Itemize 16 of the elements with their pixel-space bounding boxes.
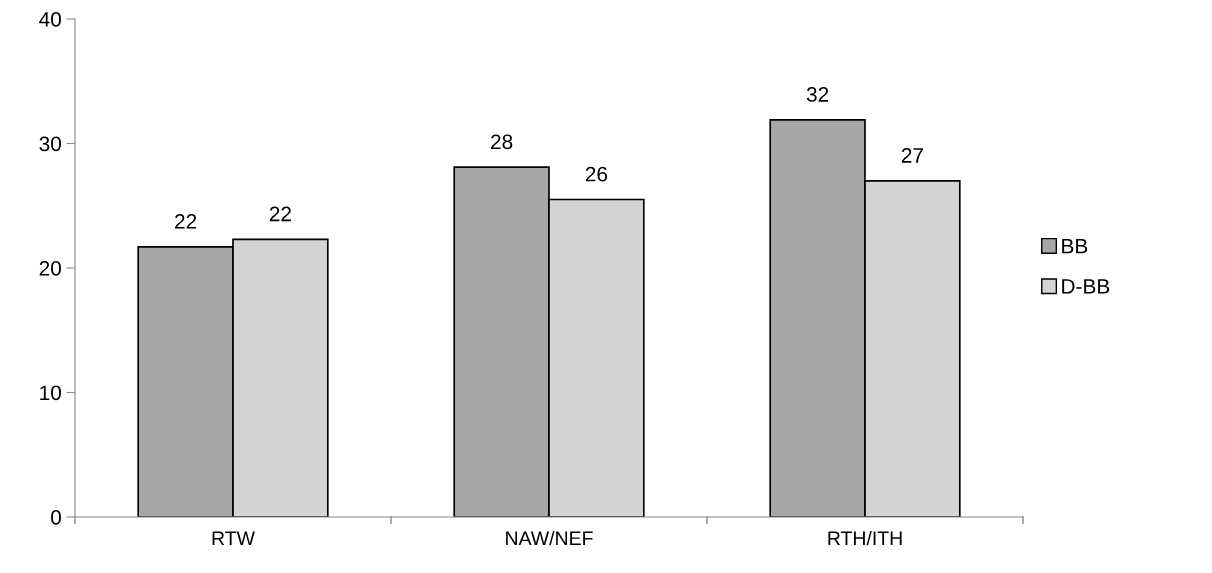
data-label: 22: [175, 214, 197, 229]
data-label: 27: [901, 148, 923, 163]
y-tick-label: 30: [39, 136, 61, 152]
legend-label: BB: [1062, 238, 1088, 254]
y-tick-label: 10: [40, 385, 61, 401]
x-tick-label: RTH/ITH: [828, 530, 902, 546]
y-tick-label: 20: [39, 261, 61, 276]
data-label: 32: [806, 87, 829, 102]
x-tick-label: RTW: [212, 531, 255, 545]
legend-label: D-BB: [1062, 279, 1110, 294]
data-label: 22: [269, 206, 291, 222]
y-tick-label: 40: [39, 12, 61, 27]
data-label: 26: [585, 166, 608, 182]
data-label: 28: [491, 134, 513, 150]
x-tick-label: NAW/NEF: [506, 530, 593, 546]
y-tick-label: 0: [51, 510, 61, 525]
